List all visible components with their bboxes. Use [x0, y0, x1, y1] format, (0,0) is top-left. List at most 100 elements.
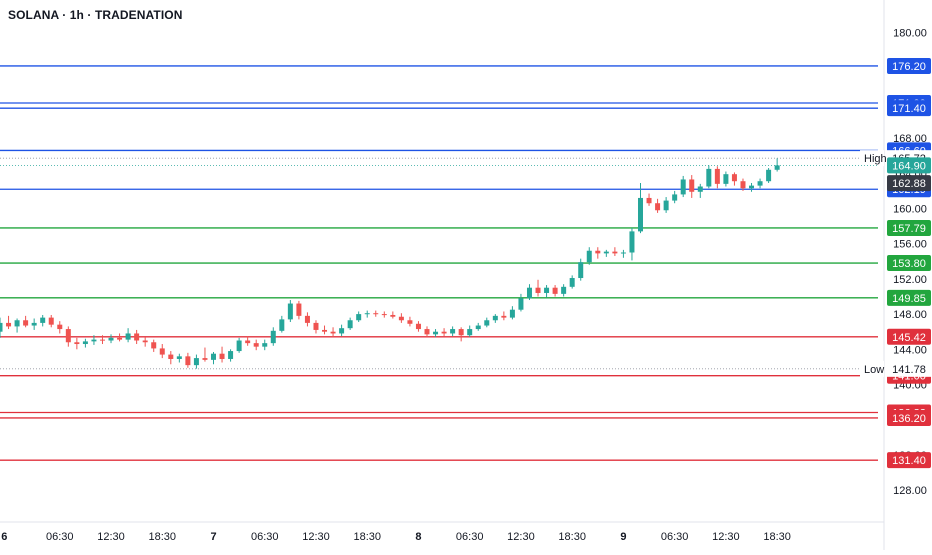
candle-body[interactable]: [74, 342, 80, 345]
candle-body[interactable]: [125, 333, 131, 340]
candle-body[interactable]: [655, 203, 661, 211]
candle-body[interactable]: [629, 231, 635, 253]
candle-body[interactable]: [706, 168, 712, 187]
candle-body[interactable]: [151, 342, 157, 349]
candle-body[interactable]: [714, 168, 720, 184]
candle-body[interactable]: [339, 328, 345, 334]
candle-body[interactable]: [82, 341, 88, 345]
candle-body[interactable]: [467, 329, 473, 336]
candle-body[interactable]: [433, 331, 439, 335]
candle-body[interactable]: [262, 343, 268, 347]
level-price-tag: [887, 219, 931, 236]
candle-body[interactable]: [415, 323, 421, 330]
candle-body[interactable]: [535, 287, 541, 293]
candle-body[interactable]: [475, 325, 481, 330]
x-tick-label: 18:30: [763, 531, 791, 543]
candle-body[interactable]: [322, 329, 328, 332]
level-price-tag: [887, 255, 931, 272]
candle-body[interactable]: [219, 353, 225, 359]
candle-body[interactable]: [578, 262, 584, 279]
candle-body[interactable]: [561, 286, 567, 294]
x-tick-label: 18:30: [558, 531, 586, 543]
candle-body[interactable]: [6, 322, 12, 327]
candle-body[interactable]: [689, 179, 695, 192]
candle-body[interactable]: [620, 252, 626, 254]
candle-body[interactable]: [91, 339, 97, 342]
candle-body[interactable]: [501, 315, 507, 318]
candle-body[interactable]: [441, 331, 447, 334]
candle-body[interactable]: [740, 181, 746, 189]
candle-body[interactable]: [373, 313, 379, 315]
candle-body[interactable]: [518, 298, 524, 310]
candle-body[interactable]: [14, 320, 20, 327]
candle-body[interactable]: [424, 329, 430, 335]
candle-body[interactable]: [766, 169, 772, 182]
candle-body[interactable]: [159, 348, 165, 355]
candle-body[interactable]: [492, 315, 498, 321]
candle-body[interactable]: [176, 356, 182, 359]
candle-body[interactable]: [749, 185, 755, 189]
candle-body[interactable]: [484, 320, 490, 326]
candle-body[interactable]: [304, 315, 310, 323]
candle-body[interactable]: [270, 330, 276, 344]
candle-body[interactable]: [381, 314, 387, 316]
candle-body[interactable]: [117, 337, 123, 340]
candle-body[interactable]: [245, 340, 251, 344]
candle-body[interactable]: [108, 337, 114, 341]
candle-body[interactable]: [552, 287, 558, 294]
candle-body[interactable]: [193, 358, 199, 366]
candle-body[interactable]: [253, 343, 259, 347]
candle-body[interactable]: [40, 317, 46, 323]
candle-body[interactable]: [458, 329, 464, 336]
candle-body[interactable]: [0, 322, 3, 332]
candle-body[interactable]: [356, 314, 362, 321]
candle-body[interactable]: [65, 329, 71, 343]
candle-body[interactable]: [134, 333, 140, 341]
candle-body[interactable]: [99, 339, 105, 341]
candle-body[interactable]: [398, 316, 404, 321]
candle-body[interactable]: [663, 200, 669, 211]
candle-body[interactable]: [168, 354, 174, 359]
candle-body[interactable]: [407, 320, 413, 324]
candle-body[interactable]: [731, 174, 737, 182]
candle-body[interactable]: [672, 194, 678, 201]
candle-body[interactable]: [569, 278, 575, 287]
candle-body[interactable]: [296, 303, 302, 316]
candle-body[interactable]: [330, 331, 336, 334]
candle-body[interactable]: [612, 251, 618, 254]
candle-body[interactable]: [586, 250, 592, 263]
low-value-bg: [887, 360, 931, 377]
candle-body[interactable]: [48, 317, 54, 325]
candle-body[interactable]: [757, 181, 763, 186]
candle-body[interactable]: [202, 358, 208, 360]
candle-body[interactable]: [228, 351, 234, 359]
candle-body[interactable]: [142, 340, 148, 343]
candle-body[interactable]: [390, 314, 396, 317]
candle-body[interactable]: [347, 320, 353, 329]
candle-body[interactable]: [450, 329, 456, 334]
candle-body[interactable]: [57, 324, 63, 330]
x-tick-label: 7: [210, 531, 216, 543]
candle-body[interactable]: [236, 340, 242, 352]
candle-body[interactable]: [31, 322, 37, 326]
candle-body[interactable]: [544, 287, 550, 293]
candle-body[interactable]: [313, 322, 319, 330]
candle-body[interactable]: [526, 287, 532, 299]
candle-body[interactable]: [774, 165, 780, 170]
candle-body[interactable]: [211, 353, 216, 360]
candle-body[interactable]: [279, 319, 285, 331]
candle-body[interactable]: [646, 197, 652, 204]
candle-body[interactable]: [23, 320, 29, 326]
candle-body[interactable]: [638, 197, 643, 232]
candle-body[interactable]: [364, 313, 370, 315]
candle-body[interactable]: [723, 174, 729, 184]
candle-body[interactable]: [287, 303, 293, 320]
candle-body[interactable]: [509, 309, 515, 318]
candle-body[interactable]: [603, 251, 609, 254]
candle-body[interactable]: [185, 356, 191, 366]
candle-body[interactable]: [697, 186, 703, 192]
candle-body[interactable]: [595, 250, 601, 254]
candle-body[interactable]: [680, 179, 686, 195]
level-price-tag: [887, 289, 931, 306]
